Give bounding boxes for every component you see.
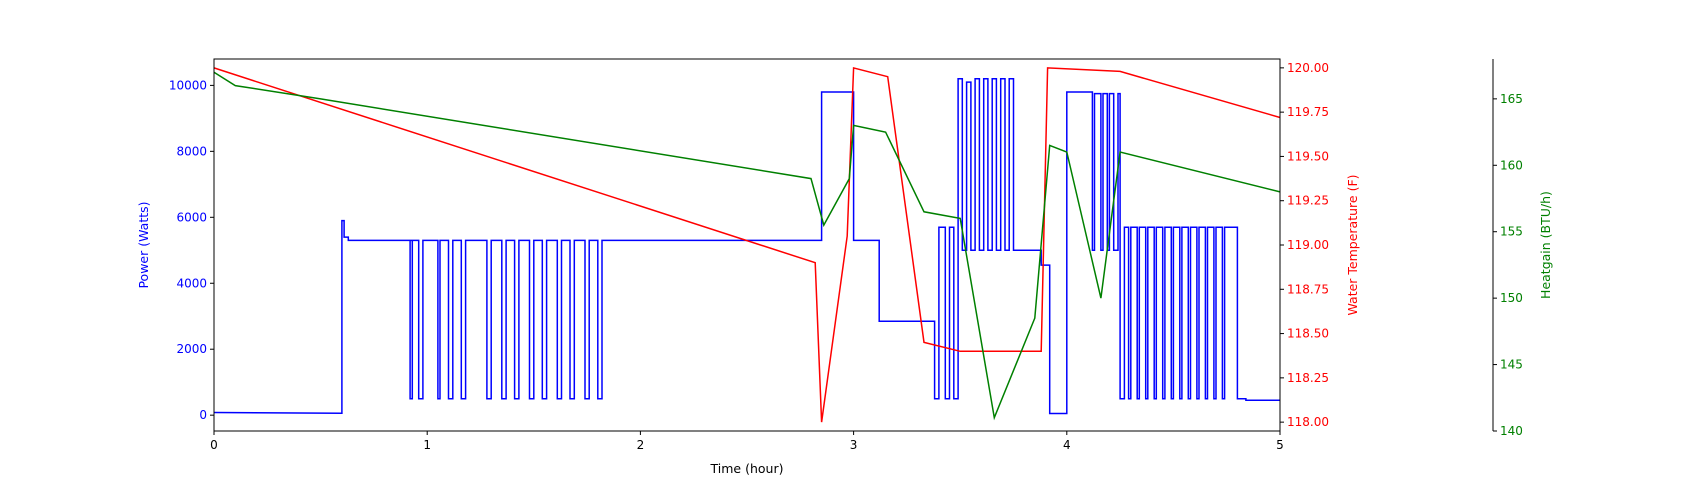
heatgain-line [213, 71, 1281, 421]
heatgain-tick-label: 150 [1500, 291, 1523, 305]
power-line [213, 78, 1280, 415]
x-tick-label: 4 [1063, 438, 1071, 452]
power-axis: 0 2000 4000 6000 8000 10000 [169, 78, 214, 422]
x-tick-label: 5 [1276, 438, 1284, 452]
heatgain-tick-label: 140 [1500, 424, 1523, 438]
power-tick-label: 4000 [176, 276, 207, 290]
power-tick-label: 2000 [176, 342, 207, 356]
water-temp-tick-label: 119.25 [1287, 194, 1329, 208]
heatgain-axis: 140 145 150 155 160 165 [1492, 59, 1523, 438]
heatgain-axis-title: Heatgain (BTU/h) [1538, 191, 1553, 299]
power-axis-title: Power (Watts) [136, 201, 151, 288]
x-tick-label: 1 [423, 438, 431, 452]
water-temp-tick-label: 118.50 [1287, 327, 1329, 341]
x-axis: 0 1 2 3 4 5 [210, 431, 1284, 452]
x-axis-title: Time (hour) [710, 461, 784, 476]
water-temp-tick-label: 119.50 [1287, 149, 1329, 163]
water-temp-axis: 118.00 118.25 118.50 118.75 119.00 119.25 119.… [1280, 61, 1329, 429]
water-temp-tick-label: 118.00 [1287, 415, 1329, 429]
x-tick-label: 3 [850, 438, 858, 452]
heatgain-tick-label: 155 [1500, 225, 1523, 239]
water-temp-tick-label: 118.25 [1287, 371, 1329, 385]
water-temperature-line [213, 66, 1281, 423]
power-tick-label: 0 [199, 408, 207, 422]
water-temp-axis-title: Water Temperature (F) [1345, 174, 1360, 315]
x-tick-label: 0 [210, 438, 218, 452]
power-tick-label: 8000 [176, 144, 207, 158]
water-temp-tick-label: 119.00 [1287, 238, 1329, 252]
water-temp-tick-label: 118.75 [1287, 282, 1329, 296]
heatgain-tick-label: 165 [1500, 92, 1523, 106]
heatgain-tick-label: 160 [1500, 158, 1523, 172]
water-temp-tick-label: 119.75 [1287, 105, 1329, 119]
power-tick-label: 10000 [169, 78, 207, 92]
heatgain-tick-label: 145 [1500, 358, 1523, 372]
water-temp-tick-label: 120.00 [1287, 61, 1329, 75]
plot-series [213, 66, 1281, 423]
x-tick-label: 2 [637, 438, 645, 452]
power-tick-label: 6000 [176, 210, 207, 224]
